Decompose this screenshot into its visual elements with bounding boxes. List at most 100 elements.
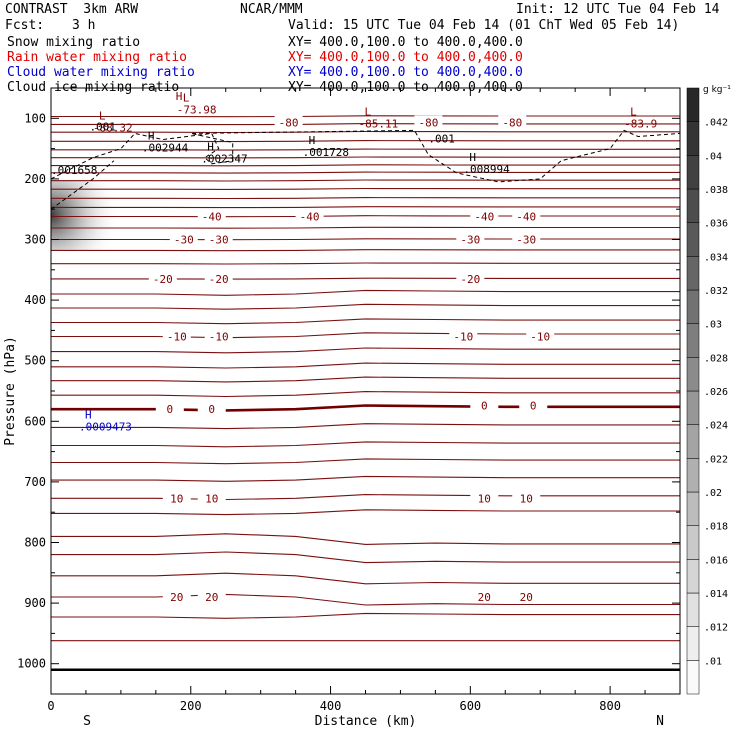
extrema-labels: H L-73.98 L-85.11L-83.9L-88.32.001H.002944… [51, 90, 657, 433]
contour-label: -30 [516, 234, 536, 247]
contour-label-bg [169, 232, 198, 246]
extremum-value: -88.32 [93, 122, 133, 135]
contour-labels: -80 -80 -80 -40 -40 -40 -40 -30 -30 -30 -30 -20 -20 -… [148, 115, 555, 604]
contour-label: -80 [418, 117, 438, 130]
x-tick-label: 800 [599, 699, 621, 713]
plot-area [51, 180, 121, 250]
colorbar-tick-label: .016 [704, 555, 728, 566]
extremum-value: -73.98 [177, 103, 217, 116]
isotherm [51, 533, 680, 545]
contour-label-bg [204, 329, 233, 343]
y-tick-label: 1000 [17, 657, 46, 671]
contour-label: -20 [209, 273, 229, 286]
contour-label-bg [274, 115, 303, 129]
contour-label: 0 [166, 403, 173, 416]
colorbar-tick-label: .026 [704, 387, 728, 398]
center-title: NCAR/MMM [240, 2, 303, 17]
contour-label: -40 [516, 210, 536, 223]
colorbar-swatch [686, 323, 700, 358]
extremum-value: .002347 [201, 152, 247, 165]
extremum-symbol: H [207, 140, 214, 153]
cloud-ice-boundary-left [51, 160, 115, 210]
colorbar-tick-label: .04 [704, 151, 722, 162]
isotherm [51, 391, 680, 398]
y-tick-label: 100 [24, 111, 46, 125]
contour-label: -80 [279, 117, 299, 130]
isotherm [51, 551, 680, 564]
colorbar-tick-label: .042 [704, 118, 728, 129]
colorbar-swatch [686, 424, 700, 459]
isotherm-zero [51, 404, 680, 412]
isotherm [51, 458, 680, 465]
extremum-value: .001658 [51, 164, 97, 177]
contour-label: -10 [453, 330, 473, 343]
contour-label-bg [498, 115, 527, 129]
isotherm [51, 179, 680, 182]
isotherm [51, 140, 680, 143]
isotherm [51, 130, 680, 134]
colorbar-tick-label: .012 [704, 623, 728, 634]
contour-label-bg [512, 209, 541, 223]
colorbar-swatch [686, 155, 700, 190]
extremum-value: -83.9 [624, 117, 657, 130]
contour-label: 0 [208, 403, 215, 416]
contour-label-bg [470, 590, 499, 604]
contour-label-bg [470, 209, 499, 223]
extremum-symbol: L [99, 110, 106, 123]
contour-label: -40 [474, 210, 494, 223]
forecast-label: Fcst: [5, 18, 45, 33]
x-tick-label: 200 [180, 699, 202, 713]
field-rain-xy: XY= 400.0,100.0 to 400.0,400.0 [288, 50, 523, 65]
extremum-symbol: L [365, 105, 372, 118]
colorbar-swatch [686, 256, 700, 291]
field-snow-name: Snow mixing ratio [7, 35, 141, 50]
isotherm [51, 593, 680, 606]
isotherm [51, 441, 680, 448]
y-tick-label: 200 [24, 172, 46, 186]
isotherm [51, 206, 680, 209]
contour-label-bg [456, 232, 485, 246]
model-title: CONTRAST 3km ARW [5, 2, 139, 17]
contour-label-bg [456, 271, 485, 285]
extremum-value: .002944 [142, 142, 189, 155]
isotherm [51, 347, 680, 354]
contour-label: 20 [478, 591, 491, 604]
contour-label-bg [204, 232, 233, 246]
colorbar-swatch [686, 390, 700, 425]
contour-label-bg [197, 590, 226, 604]
contour-label-bg [470, 491, 499, 505]
isotherm [51, 376, 680, 383]
valid-time: Valid: 15 UTC Tue 04 Feb 14 (01 ChT Wed … [288, 18, 680, 33]
contour-label-bg [295, 209, 324, 223]
colorbar-swatch [686, 491, 700, 526]
isotherm [51, 289, 680, 296]
colorbar-swatch [686, 660, 700, 695]
isotherm [51, 164, 680, 167]
field-cloud-water-xy: XY= 400.0,100.0 to 400.0,400.0 [288, 65, 523, 80]
colorbar-swatch [686, 357, 700, 392]
colorbar-tick-label: .034 [704, 252, 728, 263]
extremum-value: -85.11 [359, 117, 399, 130]
colorbar-swatch [686, 592, 700, 627]
extremum-value: .001 [89, 120, 116, 133]
y-tick-label: 300 [24, 233, 46, 247]
isotherm [51, 509, 680, 516]
snow-shading [51, 180, 121, 250]
isotherm [51, 171, 680, 174]
extremum-symbol: H [85, 408, 92, 421]
y-tick-label: 600 [24, 414, 46, 428]
contour-label-bg [526, 329, 555, 343]
y-tick-label: 700 [24, 475, 46, 489]
contour-label-bg [204, 271, 233, 285]
contour-label-bg [162, 491, 191, 505]
colorbar-tick-label: .018 [704, 522, 728, 533]
extremum-value: .001728 [303, 146, 349, 159]
isotherm [51, 262, 680, 265]
colorbar-tick-label: .01 [704, 656, 722, 667]
contour-label: -10 [530, 330, 550, 343]
isotherm [51, 318, 680, 325]
extremum-symbol: H [176, 90, 183, 103]
temperature-contours [51, 115, 680, 672]
